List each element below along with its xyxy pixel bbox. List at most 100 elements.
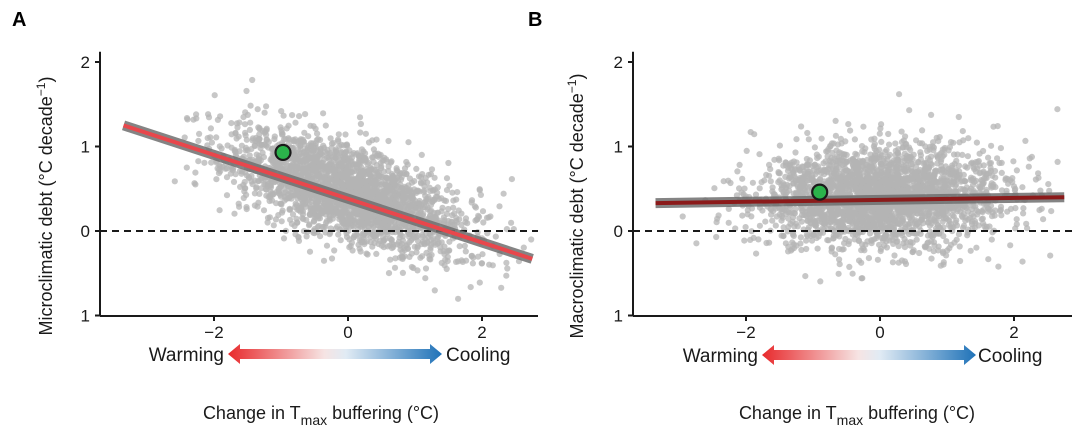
scatter-point <box>296 113 303 120</box>
scatter-point <box>345 182 352 189</box>
scatter-point <box>373 250 380 257</box>
scatter-point <box>321 176 328 183</box>
scatter-point <box>417 173 425 181</box>
y-tick-label: 1 <box>81 138 90 157</box>
scatter-point <box>357 215 364 222</box>
scatter-point <box>775 169 782 176</box>
scatter-point <box>428 166 436 173</box>
scatter-point <box>253 185 260 192</box>
scatter-point <box>913 137 920 144</box>
scatter-point <box>396 234 403 241</box>
scatter-point <box>814 155 821 162</box>
scatter-point <box>1007 242 1014 249</box>
scatter-point <box>959 128 966 135</box>
scatter-point <box>798 123 805 130</box>
scatter-point <box>292 155 299 162</box>
scatter-point <box>331 247 338 254</box>
scatter-point <box>928 111 935 118</box>
scatter-point <box>327 135 334 142</box>
scatter-point <box>951 239 958 246</box>
scatter-point <box>992 174 999 181</box>
scatter-point <box>489 262 496 269</box>
scatter-point <box>756 185 763 192</box>
scatter-point <box>935 247 942 254</box>
scatter-point <box>1013 167 1021 174</box>
scatter-point <box>404 161 411 168</box>
scatter-point <box>741 237 748 244</box>
y-axis-label-a-main: Microclimatic debt (°C decade <box>36 96 56 335</box>
scatter-point <box>235 133 242 140</box>
scatter-point <box>399 185 406 192</box>
scatter-point <box>218 145 225 152</box>
scatter-point <box>909 249 916 256</box>
scatter-point <box>805 136 812 143</box>
scatter-point <box>458 210 465 217</box>
scatter-point <box>679 213 686 220</box>
scatter-point <box>877 245 885 252</box>
scatter-point <box>323 217 330 225</box>
scatter-point <box>431 287 438 294</box>
scatter-point <box>492 233 499 240</box>
scatter-point <box>450 204 457 211</box>
scatter-point <box>223 192 231 199</box>
scatter-point <box>1010 158 1017 165</box>
scatter-point <box>792 149 799 156</box>
scatter-point <box>223 174 231 181</box>
scatter-point <box>898 128 905 135</box>
scatter-point <box>504 265 511 272</box>
scatter-point <box>243 206 250 213</box>
scatter-point <box>357 129 364 136</box>
scatter-point <box>972 203 979 210</box>
scatter-point <box>322 122 329 129</box>
scatter-point <box>907 146 914 154</box>
scatter-point <box>1013 216 1020 223</box>
scatter-point <box>713 233 720 241</box>
scatter-point <box>978 216 985 223</box>
scatter-point <box>967 247 974 254</box>
scatter-point <box>443 265 450 273</box>
scatter-point <box>367 177 374 184</box>
scatter-point <box>236 203 243 210</box>
scatter-point <box>201 159 208 166</box>
scatter-points <box>171 76 535 302</box>
scatter-point <box>981 223 988 230</box>
highlight-point <box>274 143 292 162</box>
scatter-point <box>453 258 460 265</box>
scatter-point <box>391 187 398 194</box>
scatter-point <box>364 251 371 258</box>
x-axis-label-a: Change in Tmax buffering (°C) <box>203 403 439 426</box>
scatter-point <box>224 142 231 149</box>
scatter-point <box>964 153 972 160</box>
panel-label-a: A <box>12 9 26 31</box>
scatter-point <box>214 116 221 123</box>
scatter-point <box>421 241 428 248</box>
scatter-point <box>753 250 760 257</box>
scatter-point <box>1045 181 1052 188</box>
scatter-point <box>503 272 510 279</box>
scatter-point <box>312 202 319 210</box>
scatter-point <box>300 166 308 173</box>
scatter-point <box>171 178 178 185</box>
scatter-point <box>936 134 943 141</box>
scatter-point <box>335 131 342 138</box>
scatter-point <box>207 125 214 132</box>
scatter-point <box>896 91 903 98</box>
scatter-point <box>427 171 434 178</box>
scatter-point <box>1040 216 1047 223</box>
scatter-point <box>847 218 854 225</box>
scatter-point <box>299 208 307 215</box>
scatter-point <box>445 159 452 167</box>
scatter-point <box>1025 163 1032 170</box>
scatter-point <box>874 231 881 238</box>
scatter-point <box>520 244 527 251</box>
scatter-point <box>249 76 256 84</box>
scatter-point <box>998 212 1005 219</box>
scatter-point <box>256 131 263 138</box>
y-axis-label-a-sup: −1 <box>34 82 48 96</box>
scatter-point <box>244 111 251 118</box>
scatter-point <box>988 142 995 149</box>
scatter-point <box>508 176 515 183</box>
scatter-point <box>835 270 842 277</box>
scatter-point <box>370 229 377 236</box>
